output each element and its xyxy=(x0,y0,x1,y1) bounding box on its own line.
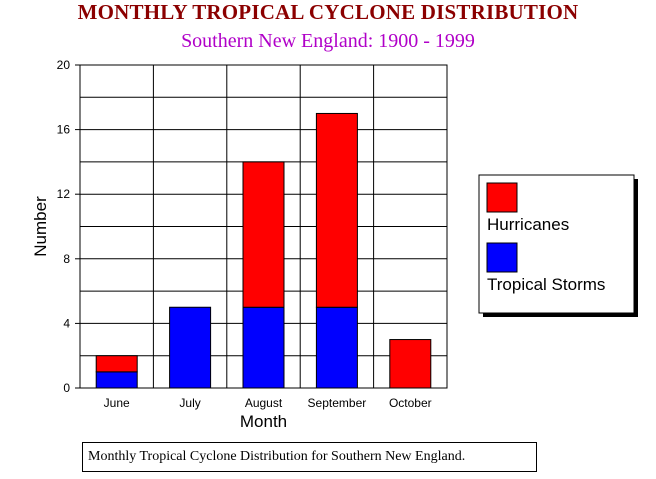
bar-tropical-storms-july xyxy=(169,306,212,389)
legend-label-tropical-storms: Tropical Storms xyxy=(487,275,605,294)
x-tick-label: July xyxy=(179,396,200,410)
x-axis-title: Month xyxy=(240,412,287,431)
legend-label-hurricanes: Hurricanes xyxy=(487,215,569,234)
x-tick-label: September xyxy=(308,396,367,410)
bar-tropical-storms-june xyxy=(95,371,138,389)
chart-canvas: 0 4 8 12 16 20 June July August September October M… xyxy=(31,58,638,431)
chart-caption: Monthly Tropical Cyclone Distribution fo… xyxy=(82,442,537,472)
x-tick-label: October xyxy=(389,396,432,410)
bar-hurricanes-june xyxy=(95,355,138,373)
x-tick-label: August xyxy=(245,396,283,410)
legend-swatch-tropical-storms xyxy=(486,242,518,273)
bar-tropical-storms-september xyxy=(315,306,358,389)
chart-title: MONTHLY TROPICAL CYCLONE DISTRIBUTION xyxy=(77,0,579,24)
y-tick-label: 4 xyxy=(63,316,70,330)
y-axis-title: Number xyxy=(31,196,50,257)
bar-tropical-storms-august xyxy=(242,306,285,389)
bar-hurricanes-september xyxy=(315,112,358,308)
y-tick-label: 20 xyxy=(57,58,71,72)
y-tick-label: 8 xyxy=(63,252,70,266)
bar-hurricanes-august xyxy=(242,161,285,308)
bar-hurricanes-october xyxy=(389,339,432,389)
y-tick-label: 16 xyxy=(57,123,71,137)
plot-border xyxy=(79,64,448,389)
chart-subtitle: Southern New England: 1900 - 1999 xyxy=(181,30,475,52)
y-tick-label: 0 xyxy=(63,381,70,395)
y-tick-label: 12 xyxy=(57,187,71,201)
legend-swatch-hurricanes xyxy=(486,182,518,213)
x-tick-label: June xyxy=(104,396,130,410)
